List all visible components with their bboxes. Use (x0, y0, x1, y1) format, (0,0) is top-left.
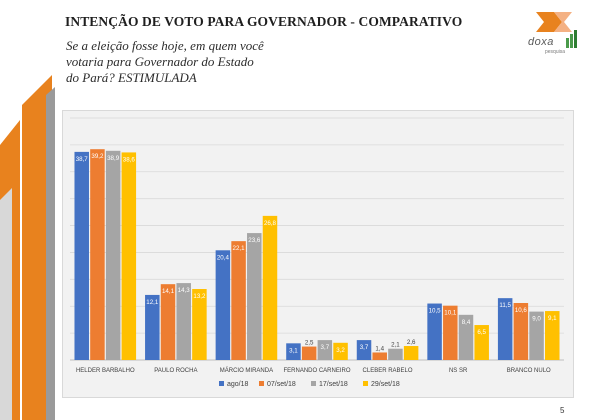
bar (513, 302, 529, 360)
data-label: 10,6 (515, 307, 528, 314)
data-label: 2,1 (391, 342, 400, 349)
page-title: INTENÇÃO DE VOTO PARA GOVERNADOR - COMPA… (65, 14, 463, 29)
bar (427, 303, 442, 360)
data-label: 3,1 (289, 347, 298, 354)
data-label: 9,0 (532, 316, 541, 323)
bar (74, 151, 89, 360)
bar (474, 325, 489, 360)
data-label: 22,1 (233, 245, 246, 252)
question-line: Se a eleição fosse hoje, em quem você (66, 38, 264, 53)
bar (333, 342, 348, 360)
bar (388, 348, 403, 360)
bar (356, 340, 372, 360)
x-tick-label: HELDER BARBALHO (76, 368, 135, 374)
bar (121, 152, 137, 360)
bar (458, 314, 474, 360)
x-tick-label: CLEBER RABELO (363, 368, 413, 374)
bar (545, 311, 560, 360)
bar (160, 284, 176, 360)
data-label: 13,2 (193, 293, 206, 300)
bar (262, 215, 278, 360)
bar (301, 346, 317, 360)
bar (317, 340, 333, 360)
question-line: votaria para Governador do Estado (66, 54, 254, 69)
data-label: 8,4 (462, 319, 471, 326)
bar (145, 294, 160, 360)
legend-swatch (219, 381, 224, 386)
data-label: 2,6 (407, 339, 416, 346)
page-number: 5 (560, 406, 565, 415)
bar (497, 298, 513, 360)
x-tick-label: NS SR (449, 368, 468, 374)
legend-swatch (259, 381, 264, 386)
bar (286, 343, 301, 360)
data-label: 10,5 (429, 308, 442, 315)
legend-swatch (363, 381, 368, 386)
legend-label: 17/set/18 (319, 381, 348, 388)
bar (90, 149, 105, 360)
question-line: do Pará? ESTIMULADA (66, 70, 197, 85)
bar (192, 289, 207, 360)
bar (231, 241, 246, 360)
logo-text: doxa (528, 36, 554, 48)
data-label: 26,8 (264, 220, 277, 227)
bar (372, 352, 387, 360)
x-tick-label: PAULO ROCHA (154, 368, 197, 374)
data-label: 38,7 (76, 156, 89, 163)
data-label: 12,1 (146, 299, 159, 306)
bar (105, 150, 121, 360)
bar (403, 346, 419, 360)
data-label: 38,9 (107, 155, 120, 162)
bar (215, 250, 231, 360)
data-label: 6,5 (477, 329, 486, 336)
data-label: 14,3 (178, 287, 191, 294)
legend-swatch (311, 381, 316, 386)
gray-stripe (46, 87, 55, 420)
legend-label: ago/18 (227, 381, 249, 388)
data-label: 10,1 (444, 310, 457, 317)
data-label: 20,4 (217, 254, 230, 261)
data-label: 1,4 (375, 345, 384, 352)
bar (247, 233, 262, 360)
bar (443, 305, 458, 360)
data-label: 23,6 (248, 237, 261, 244)
data-label: 3,7 (360, 344, 369, 351)
legend-label: 29/set/18 (371, 381, 400, 388)
bar (529, 311, 544, 360)
bar (176, 283, 191, 360)
question-text: Se a eleição fosse hoje, em quem você vo… (66, 38, 306, 86)
data-label: 3,7 (321, 344, 330, 351)
x-tick-label: BRANCO NULO (507, 368, 551, 374)
legend-label: 07/set/18 (267, 381, 296, 388)
orange-stripe-wide (22, 75, 52, 420)
data-label: 14,1 (162, 288, 175, 295)
logo-subtext: pesquisa (545, 49, 566, 55)
data-label: 3,2 (336, 347, 345, 354)
data-label: 11,5 (499, 302, 511, 309)
data-label: 39,2 (91, 153, 104, 160)
doxa-logo-icon (536, 12, 577, 48)
data-label: 2,5 (305, 340, 314, 347)
data-label: 38,6 (123, 156, 136, 163)
x-tick-label: MÁRCIO MIRANDA (220, 367, 273, 374)
light-stripe (0, 188, 12, 420)
x-tick-label: FERNANDO CARNEIRO (283, 368, 350, 374)
data-label: 9,1 (548, 315, 557, 322)
